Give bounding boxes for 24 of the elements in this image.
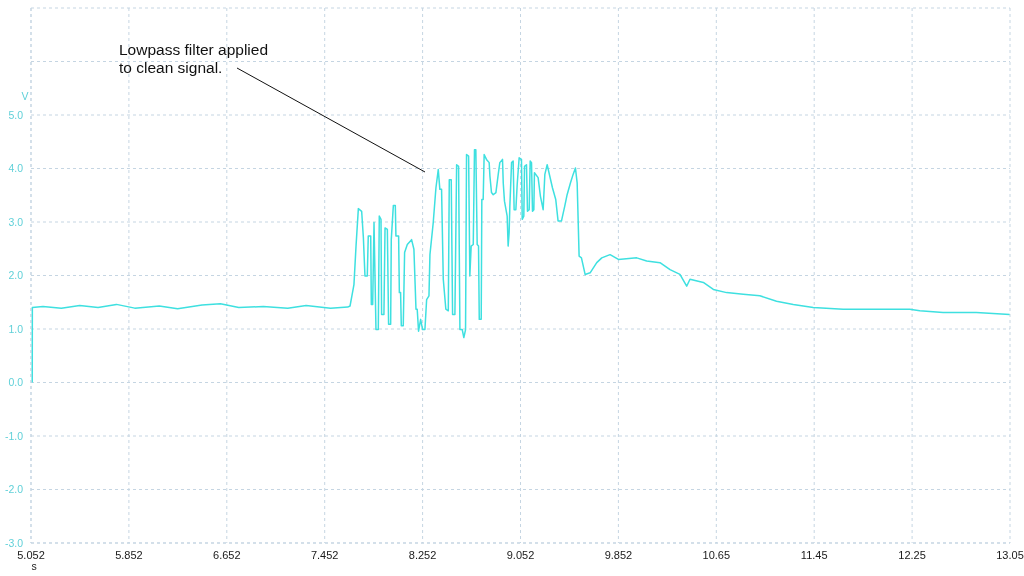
x-tick-label: 9.052 [506,548,535,561]
x-tick-label: 6.652 [213,548,241,561]
line-series [31,149,1010,384]
x-tick-label: 11.45 [800,548,828,561]
y-tick-label: 2.0 [8,269,24,282]
x-tick-label: 10.65 [702,548,731,561]
x-axis-title: s [31,560,37,572]
y-tick-label: 4.0 [8,162,24,175]
y-tick-label: 3.0 [8,215,24,228]
y-tick-label: 5.0 [8,108,24,121]
x-tick-label: 9.852 [604,548,633,561]
y-tick-label: -1.0 [4,429,24,442]
y-tick-label: -3.0 [4,536,24,549]
x-tick-label: 12.25 [898,548,926,561]
y-tick-label: -2.0 [4,483,24,496]
x-tick-label: 13.05 [996,548,1024,561]
x-tick-label: 5.052 [17,548,45,561]
x-tick-label: 7.452 [310,548,339,561]
y-tick-label: 1.0 [8,322,24,335]
annotation: Lowpass filter applied to clean signal. [119,41,269,76]
y-axis-title: V [21,90,29,102]
x-tick-label: 5.852 [115,548,143,561]
x-tick-label: 8.252 [408,548,437,561]
y-tick-label: 0.0 [8,376,24,389]
